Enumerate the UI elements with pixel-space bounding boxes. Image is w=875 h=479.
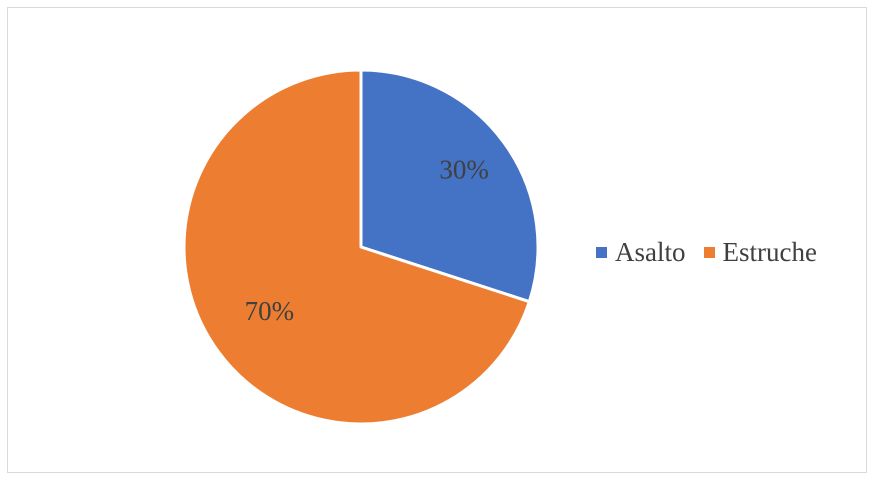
- legend-swatch-estruche: [703, 247, 715, 258]
- legend: Asalto Estruche: [596, 237, 817, 268]
- legend-item-asalto: Asalto: [596, 237, 686, 268]
- data-label-asalto: 30%: [439, 154, 489, 184]
- pie-slice-estruche: [182, 68, 531, 426]
- legend-label-estruche: Estruche: [722, 237, 817, 267]
- pie-slice-asalto: [359, 68, 540, 304]
- legend-swatch-asalto: [596, 247, 607, 258]
- legend-item-estruche: Estruche: [703, 237, 817, 268]
- legend-label-asalto: Asalto: [615, 237, 686, 267]
- data-label-estruche: 70%: [245, 296, 295, 326]
